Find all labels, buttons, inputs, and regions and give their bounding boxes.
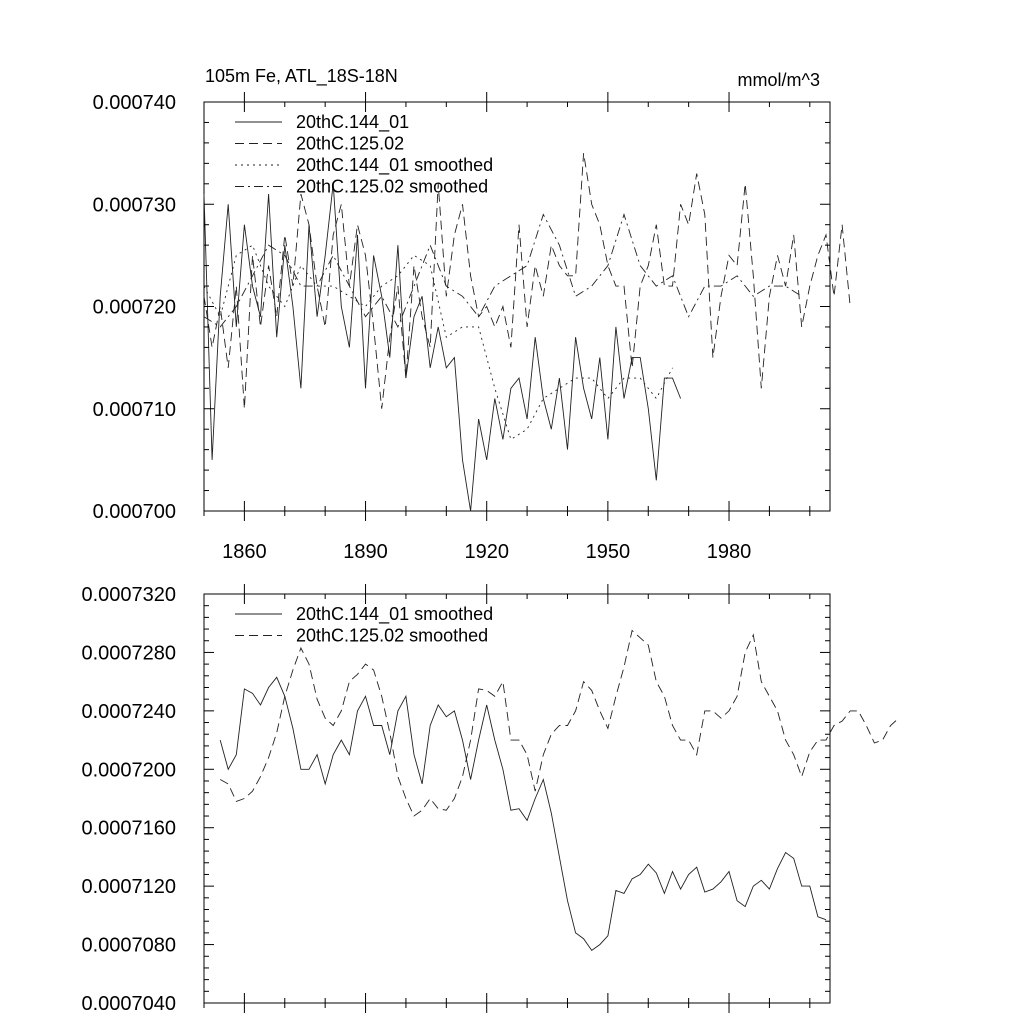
x-tick-label: 1860 — [222, 541, 267, 563]
y-tick-label: 0.000720 — [93, 297, 176, 319]
x-tick-label: 1890 — [343, 541, 388, 563]
legend-label: 20thC.144_01 smoothed — [296, 155, 493, 176]
series-line-2 — [203, 153, 851, 409]
series-line-2 — [219, 629, 900, 817]
top-series-group — [203, 153, 851, 512]
legend-label: 20thC.125.02 smoothed — [296, 626, 488, 646]
y-tick-label: 0.0007080 — [81, 935, 176, 957]
y-tick-label: 0.0007200 — [81, 759, 176, 781]
legend-label: 20thC.125.02 smoothed — [296, 177, 488, 197]
x-tick-label: 1980 — [707, 541, 752, 563]
top-ticks-group: 0.000700 0.000710 0.000720 0.000730 0.000740… — [93, 92, 830, 563]
x-tick-label: 1920 — [464, 541, 509, 563]
bottom-panel: 0.0007040 0.0007080 0.0007120 0.0007160 0.00… — [81, 584, 900, 1015]
y-tick-label: 0.0007120 — [81, 876, 176, 898]
y-tick-label: 0.0007320 — [81, 584, 176, 606]
y-tick-label: 0.0007280 — [81, 642, 176, 664]
legend-label: 20thC.144_01 smoothed — [296, 604, 493, 625]
y-tick-label: 0.0007040 — [81, 993, 176, 1015]
y-tick-label: 0.000700 — [93, 501, 176, 523]
series-line-4 — [203, 213, 802, 328]
legend-label: 20thC.144_01 — [296, 112, 409, 133]
y-tick-label: 0.0007240 — [81, 701, 176, 723]
y-tick-label: 0.0007160 — [81, 818, 176, 840]
y-tick-label: 0.000730 — [93, 194, 176, 216]
bottom-ticks-group: 0.0007040 0.0007080 0.0007120 0.0007160 0.00… — [81, 584, 830, 1015]
y-tick-label: 0.000710 — [93, 399, 176, 421]
bottom-plot-frame — [203, 593, 831, 1004]
top-panel: 105m Fe, ATL_18S-18N mmol/m^3 0.0007000.… — [93, 66, 851, 563]
series-line-1 — [219, 676, 827, 952]
legend-label: 20thC.125.02 — [296, 134, 404, 154]
top-title-right: mmol/m^3 — [738, 70, 820, 90]
y-tick-label: 0.000740 — [93, 92, 176, 114]
series-line-3 — [203, 244, 673, 441]
x-tick-label: 1950 — [586, 541, 631, 563]
series-line-1 — [203, 183, 682, 512]
top-title-left: 105m Fe, ATL_18S-18N — [205, 66, 398, 87]
bottom-series-group — [219, 629, 900, 952]
